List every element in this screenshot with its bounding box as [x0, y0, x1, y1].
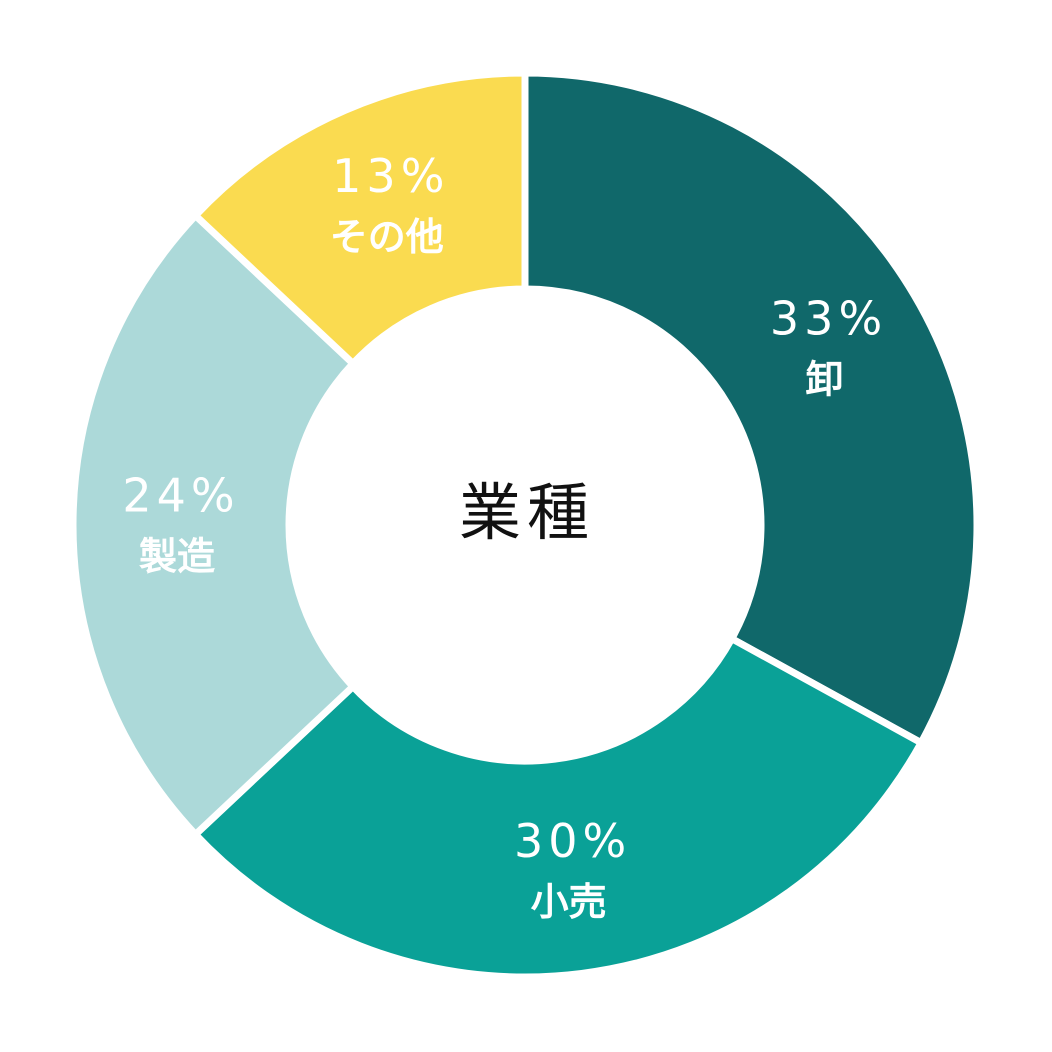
donut-slice — [69, 210, 358, 840]
donut-slice — [190, 633, 926, 981]
slice-label: 卸 — [806, 357, 844, 401]
slice-label: 小売 — [531, 880, 607, 924]
value-label: 33% — [770, 291, 887, 345]
donut-slice — [190, 69, 529, 369]
value-label: 13% — [332, 149, 449, 203]
donut-slice — [521, 69, 981, 748]
value-label: 24% — [122, 469, 239, 523]
slice-label: 製造 — [139, 535, 215, 579]
chart-title: 業種 — [459, 476, 595, 549]
slice-label: その他 — [330, 215, 444, 259]
value-label: 30% — [514, 814, 631, 868]
